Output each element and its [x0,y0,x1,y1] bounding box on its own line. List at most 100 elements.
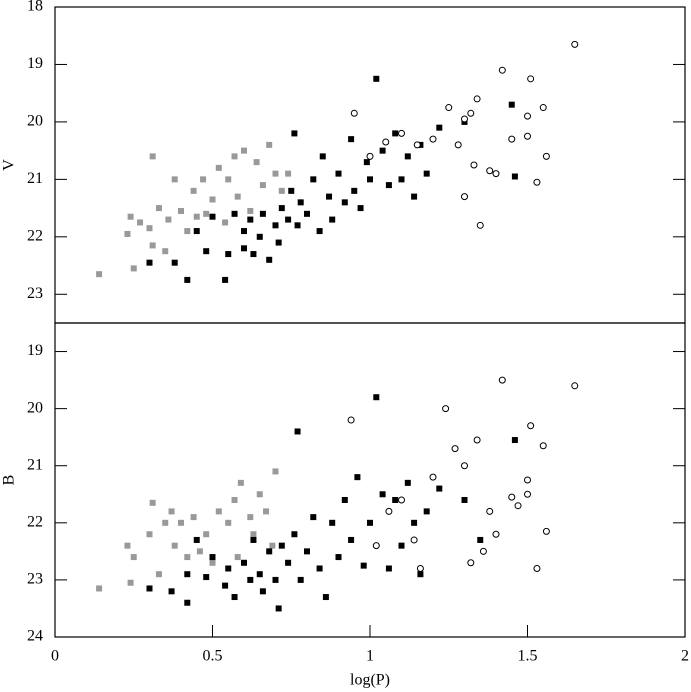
y-tick-label: 19 [27,342,43,359]
data-point [392,496,399,503]
data-point [203,210,210,217]
data-point [492,170,500,178]
data-point [351,187,358,194]
x-axis-label: log(P) [350,672,390,689]
data-point [231,594,238,601]
data-point [259,182,266,189]
data-point [162,248,169,255]
data-point [442,405,450,413]
data-point [266,548,273,555]
data-point [524,476,531,484]
data-point [533,564,541,572]
data-point [385,182,392,189]
data-point [200,176,207,183]
data-point [310,514,317,521]
data-point [203,248,210,255]
data-point [473,95,481,103]
data-point [373,75,380,82]
data-point [250,531,257,538]
data-point [247,216,254,223]
data-point [225,251,232,258]
y-tick-label: 21 [27,170,43,187]
data-point [417,571,424,578]
data-point [247,207,254,214]
data-point [363,159,370,166]
data-point [256,233,263,240]
data-point [310,176,317,183]
data-point [285,216,292,223]
data-point [193,213,200,220]
x-tick-label: 1.5 [518,648,538,665]
y-tick-label: 22 [27,227,43,244]
data-point [171,259,178,266]
y-tick-label: 19 [27,55,43,72]
data-point [542,527,550,535]
data-point [451,445,459,453]
data-point [367,176,373,183]
plot-frame [54,6,686,324]
x-tick-label: 2 [681,648,689,665]
data-point [127,213,134,220]
data-point [348,136,355,143]
data-point [335,170,342,177]
data-point [209,559,216,566]
data-point [410,536,418,544]
data-point [470,161,478,169]
data-point [168,588,175,595]
data-point [423,508,430,515]
data-point [149,242,156,249]
data-point [467,109,475,117]
data-point [269,542,276,549]
data-point [247,576,254,583]
data-point [411,193,418,200]
data-point [278,205,285,212]
data-point [354,474,361,481]
data-point [155,571,162,578]
data-point [360,562,367,569]
data-point [190,187,197,194]
data-point [137,219,144,226]
data-point [322,594,329,601]
data-point [326,193,333,200]
data-point [404,153,411,160]
data-point [357,205,364,212]
data-point [379,147,386,154]
data-point [266,141,273,148]
data-point [146,585,153,592]
data-point [413,141,421,149]
y-axis-label: V [1,159,18,171]
data-point [250,536,257,543]
data-point [285,559,292,566]
data-point [392,130,399,137]
y-tick-label: 21 [27,456,43,473]
data-point [476,221,484,229]
data-point [209,196,216,203]
data-point [350,109,358,117]
data-point [130,265,137,272]
data-point [209,213,216,220]
data-point [486,507,494,515]
data-point [479,547,487,555]
data-point [477,536,484,543]
data-point [222,582,229,589]
data-point [297,576,304,583]
data-point [222,219,229,226]
data-point [385,507,393,515]
data-point [124,230,131,237]
data-point [527,75,535,83]
data-point [278,187,285,194]
data-point [253,159,260,166]
data-point [178,519,184,526]
data-point [275,239,282,246]
data-point [461,496,468,503]
data-point [171,176,178,183]
data-point [347,416,355,424]
data-point [256,491,263,498]
data-point [473,436,481,444]
data-point [168,508,175,515]
data-point [171,542,178,549]
data-point [492,530,500,538]
data-point [366,152,374,160]
data-point [508,493,516,501]
